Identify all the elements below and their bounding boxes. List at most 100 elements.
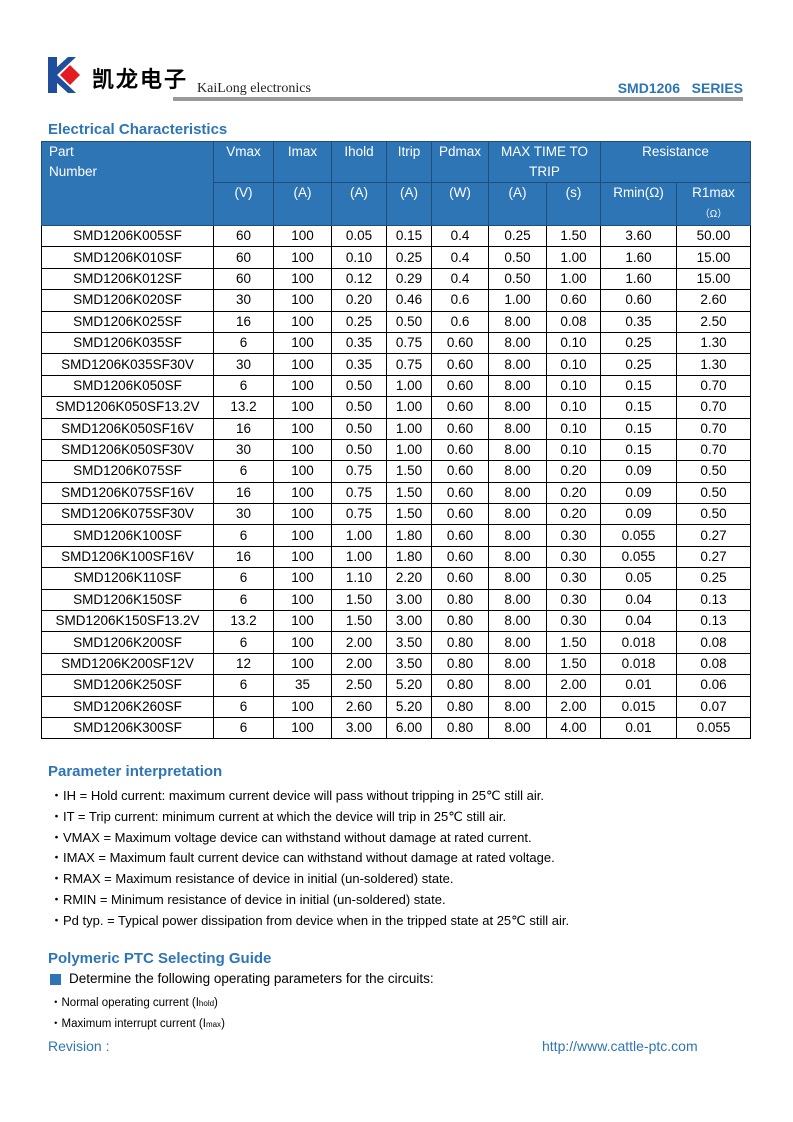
table-cell: 0.75 <box>331 503 387 526</box>
table-cell: 100 <box>273 652 332 676</box>
parameter-definition: ・Pd typ. = Typical power dissipation fro… <box>50 912 570 928</box>
table-cell: SMD1206K075SF16V <box>41 481 214 505</box>
table-cell: 0.01 <box>600 716 677 740</box>
table-cell: 0.80 <box>431 631 489 654</box>
table-cell: 2.60 <box>331 695 387 718</box>
table-row: SMD1206K050SF30V 30 100 0.50 1.00 0.60 8.00 0.1… <box>41 438 751 462</box>
table-cell: 0.60 <box>431 417 489 440</box>
table-cell: 0.09 <box>600 460 677 483</box>
table-cell: 0.50 <box>676 481 751 505</box>
table-cell: 5.20 <box>386 674 432 697</box>
table-cell: 0.15 <box>600 438 677 462</box>
table-cell: 0.10 <box>546 438 601 462</box>
kailong-logo-icon <box>48 57 80 93</box>
unit-a: (A) <box>386 182 432 226</box>
table-cell: 0.15 <box>600 374 677 398</box>
header-imax: Imax <box>273 141 332 183</box>
table-cell: SMD1206K100SF16V <box>41 545 214 569</box>
table-cell: 13.2 <box>213 610 274 633</box>
table-cell: 0.60 <box>431 396 489 419</box>
table-cell: 0.015 <box>600 695 677 718</box>
table-cell: SMD1206K100SF <box>41 524 214 547</box>
unit-v: (V) <box>213 182 274 226</box>
table-cell: 1.50 <box>546 631 601 654</box>
table-row: SMD1206K050SF13.2V 13.2 100 0.50 1.00 0.60 8.0… <box>41 396 751 419</box>
unit-a: (A) <box>488 182 547 226</box>
table-cell: 0.15 <box>386 224 432 248</box>
table-cell: 2.50 <box>676 310 751 333</box>
table-cell: 15.00 <box>676 246 751 269</box>
table-cell: 0.055 <box>676 716 751 740</box>
table-cell: 100 <box>273 438 332 462</box>
table-cell: 1.60 <box>600 267 677 291</box>
table-cell: 0.80 <box>431 652 489 676</box>
table-row: SMD1206K250SF 6 35 2.50 5.20 0.80 8.00 2.00 0.01… <box>41 674 751 697</box>
unit-w: (W) <box>431 182 489 226</box>
table-cell: 60 <box>213 224 274 248</box>
table-cell: 100 <box>273 567 332 590</box>
table-cell: 0.30 <box>546 567 601 590</box>
table-cell: 8.00 <box>488 695 547 718</box>
header-rmin: Rmin(Ω) <box>600 182 677 226</box>
table-row: SMD1206K050SF16V 16 100 0.50 1.00 0.60 8.00 0.1… <box>41 417 751 440</box>
unit-a: (A) <box>273 182 332 226</box>
table-cell: 100 <box>273 460 332 483</box>
table-row: SMD1206K200SF12V 12 100 2.00 3.50 0.80 8.00 1.5… <box>41 652 751 676</box>
table-cell: 0.10 <box>546 396 601 419</box>
table-cell: 0.80 <box>431 716 489 740</box>
table-cell: 100 <box>273 417 332 440</box>
table-cell: SMD1206K075SF30V <box>41 503 214 526</box>
header-r1max: R1max （Ω） <box>676 182 751 226</box>
table-row: SMD1206K005SF 60 100 0.05 0.15 0.4 0.25 1.50 3.6… <box>41 224 751 248</box>
table-cell: 0.50 <box>676 503 751 526</box>
table-cell: 6 <box>213 674 274 697</box>
table-cell: 0.75 <box>386 331 432 355</box>
table-cell: 0.60 <box>546 289 601 312</box>
table-cell: 8.00 <box>488 353 547 376</box>
table-cell: 5.20 <box>386 695 432 718</box>
table-row: SMD1206K035SF30V 30 100 0.35 0.75 0.60 8.00 0.1… <box>41 353 751 376</box>
table-cell: 0.75 <box>386 353 432 376</box>
table-cell: 1.00 <box>386 374 432 398</box>
table-cell: 0.05 <box>331 224 387 248</box>
table-row: SMD1206K075SF30V 30 100 0.75 1.50 0.60 8.00 0.2… <box>41 503 751 526</box>
table-cell: 100 <box>273 224 332 248</box>
table-cell: 6 <box>213 524 274 547</box>
table-cell: SMD1206K300SF <box>41 716 214 740</box>
table-cell: SMD1206K200SF12V <box>41 652 214 676</box>
table-cell: 0.60 <box>431 545 489 569</box>
table-cell: SMD1206K200SF <box>41 631 214 654</box>
table-cell: 0.4 <box>431 246 489 269</box>
table-cell: 0.27 <box>676 545 751 569</box>
table-row: SMD1206K010SF 60 100 0.10 0.25 0.4 0.50 1.00 1.6… <box>41 246 751 269</box>
table-cell: 100 <box>273 545 332 569</box>
table-cell: 0.055 <box>600 545 677 569</box>
table-row: SMD1206K260SF 6 100 2.60 5.20 0.80 8.00 2.00 0.0… <box>41 695 751 718</box>
table-cell: 0.09 <box>600 503 677 526</box>
parameter-definition: ・IMAX = Maximum fault current device can… <box>50 850 555 866</box>
parameter-definition: ・RMAX = Maximum resistance of device in … <box>50 871 454 887</box>
table-cell: 100 <box>273 481 332 505</box>
table-cell: 0.05 <box>600 567 677 590</box>
website-link[interactable]: http://www.cattle-ptc.com <box>542 1038 698 1054</box>
table-cell: 0.25 <box>600 353 677 376</box>
table-cell: 0.70 <box>676 396 751 419</box>
table-cell: 8.00 <box>488 438 547 462</box>
table-row: SMD1206K200SF 6 100 2.00 3.50 0.80 8.00 1.50 0.0… <box>41 631 751 654</box>
table-cell: 0.20 <box>546 503 601 526</box>
table-cell: 1.80 <box>386 545 432 569</box>
table-cell: 1.50 <box>331 610 387 633</box>
unit-s: (s) <box>546 182 601 226</box>
table-cell: 0.80 <box>431 588 489 612</box>
table-cell: 1.30 <box>676 353 751 376</box>
table-cell: 50.00 <box>676 224 751 248</box>
table-cell: SMD1206K150SF <box>41 588 214 612</box>
table-cell: 8.00 <box>488 524 547 547</box>
header-itrip: Itrip <box>386 141 432 183</box>
table-cell: 0.10 <box>546 374 601 398</box>
square-bullet-icon <box>50 974 61 985</box>
table-cell: 1.00 <box>488 289 547 312</box>
table-cell: 100 <box>273 631 332 654</box>
header-resistance: Resistance <box>600 141 751 183</box>
electrical-characteristics-table: Part Number Vmax Imax Ihold Itrip Pdmax M… <box>41 141 751 740</box>
